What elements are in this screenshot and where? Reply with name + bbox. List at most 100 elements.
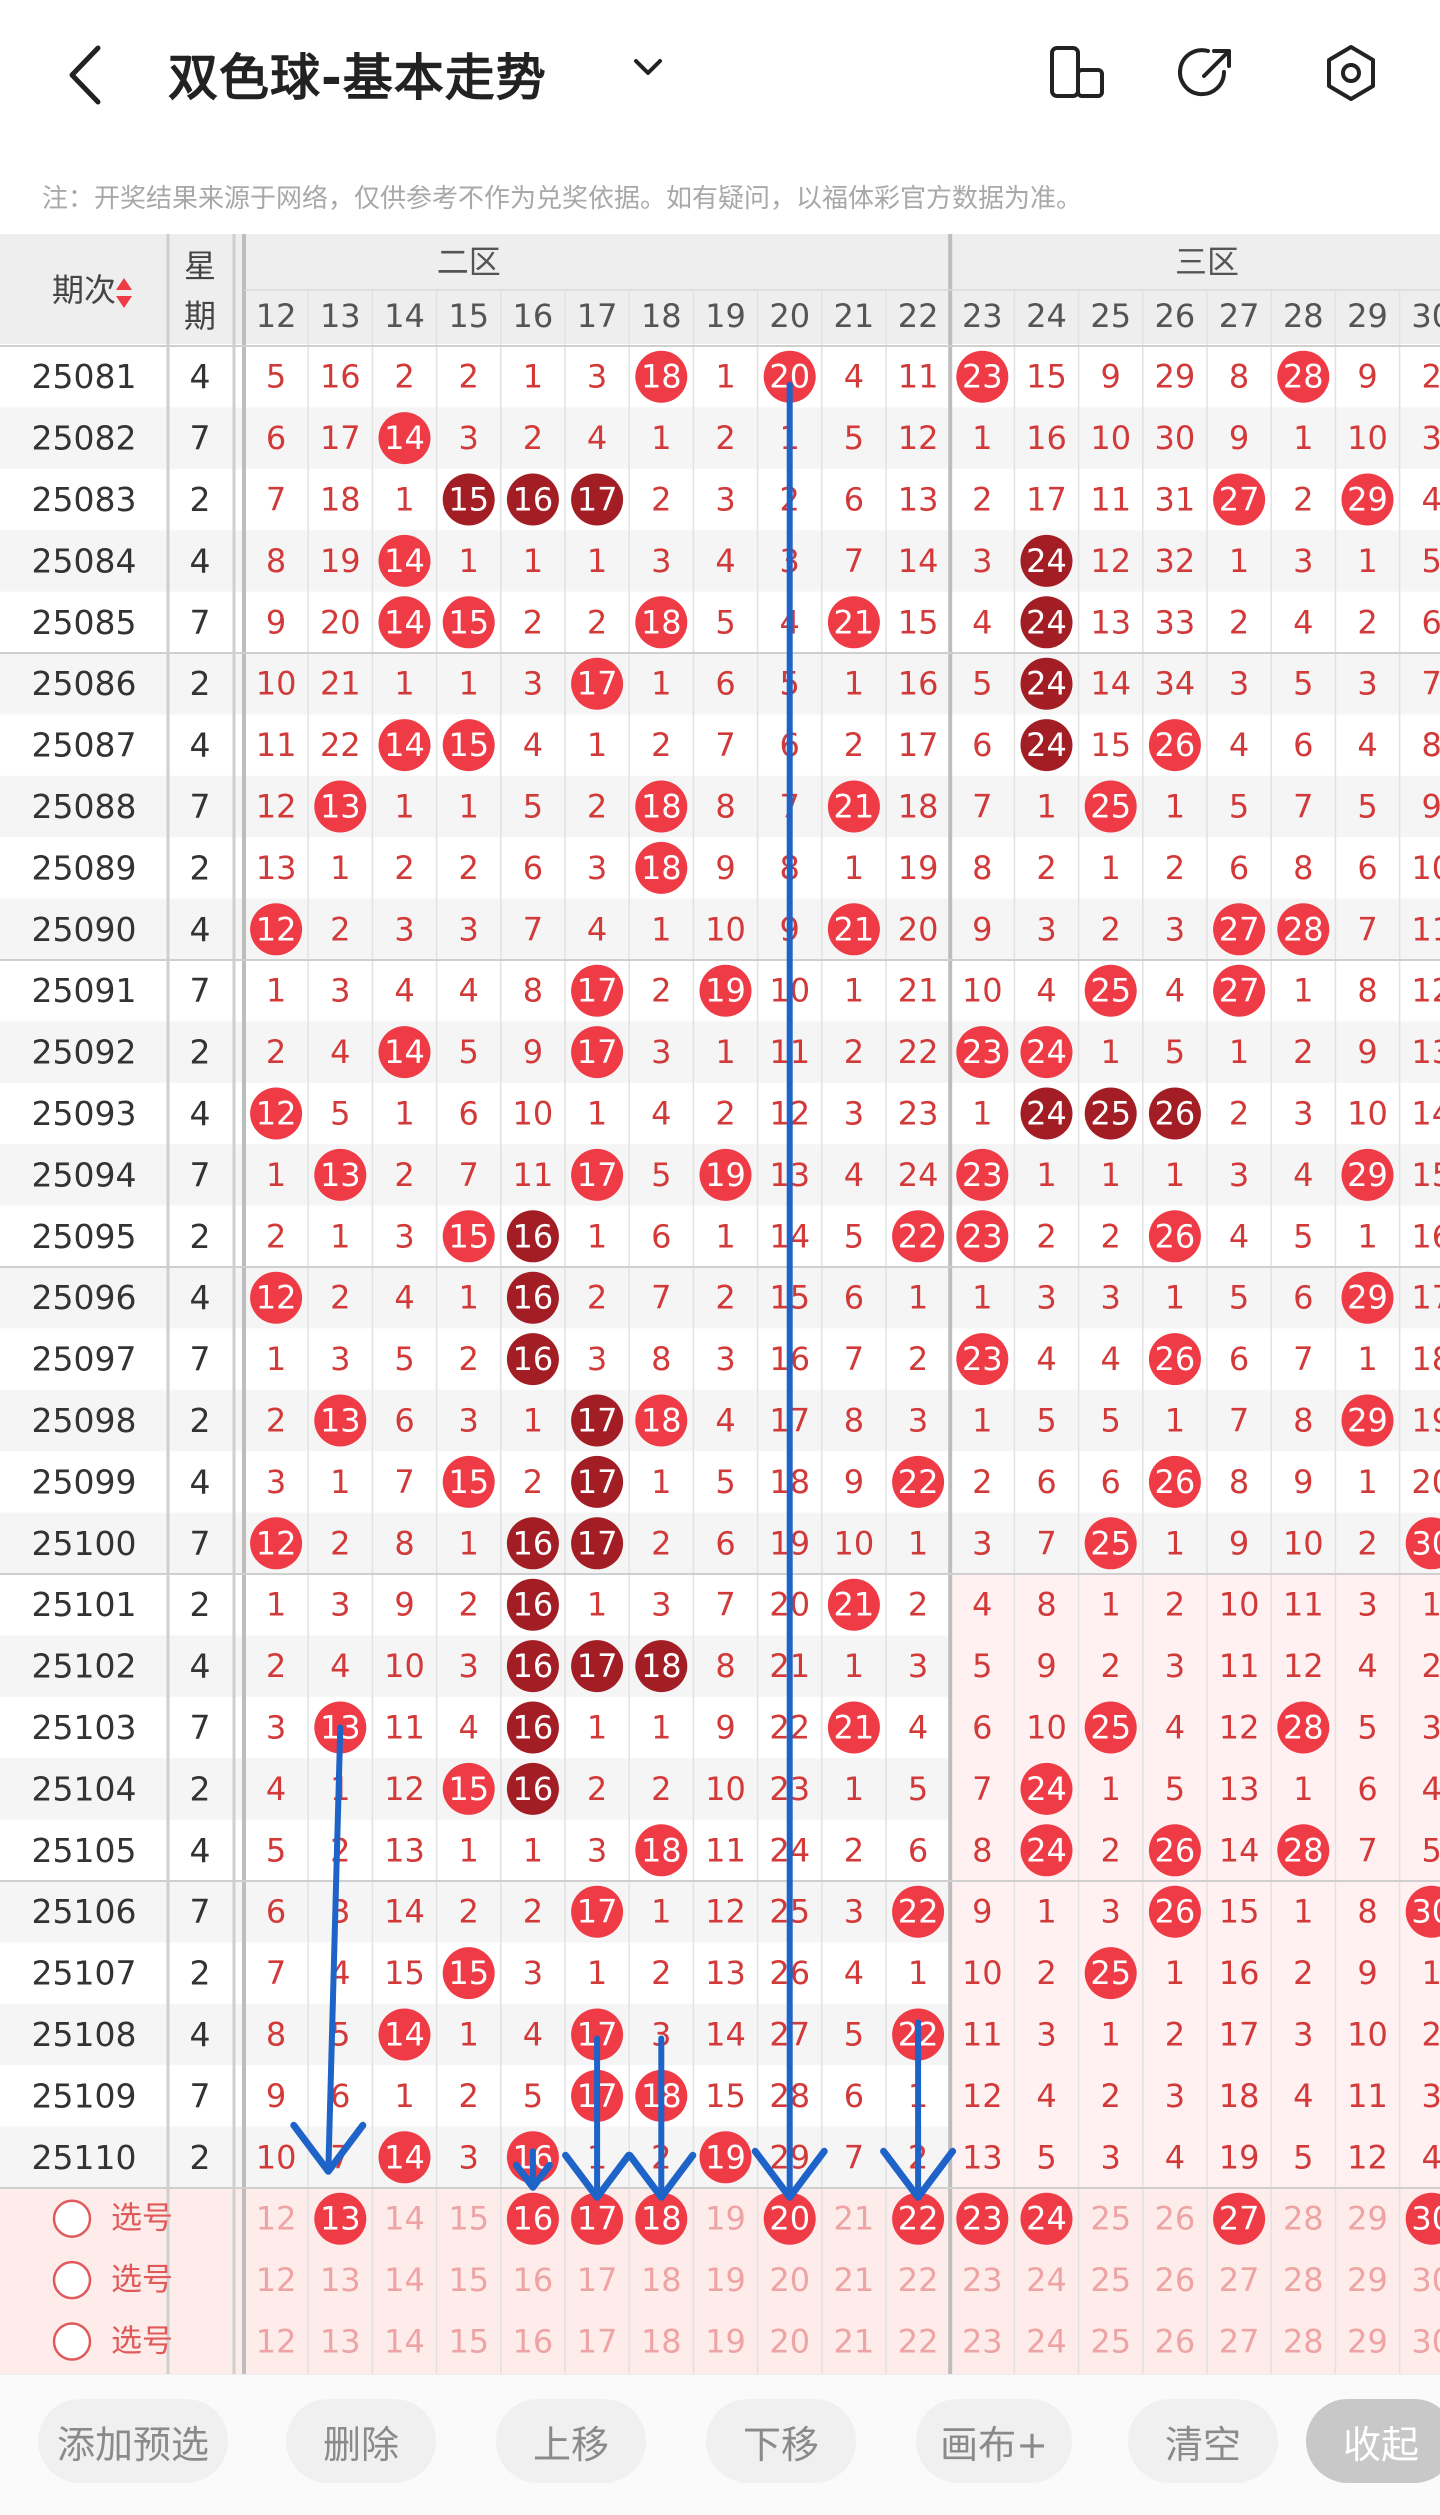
number-ball[interactable]	[1084, 780, 1137, 833]
canvas-add-button[interactable]: 画布+	[916, 2399, 1072, 2483]
number-ball[interactable]	[1148, 1333, 1201, 1386]
number-ball[interactable]	[1341, 1148, 1394, 1201]
number-ball[interactable]	[1084, 1947, 1137, 2000]
number-ball[interactable]	[1341, 473, 1394, 526]
number-ball[interactable]	[571, 1455, 624, 1508]
number-ball[interactable]	[571, 657, 624, 710]
number-ball[interactable]	[442, 1947, 495, 2000]
number-ball[interactable]	[1084, 964, 1137, 1017]
number-ball[interactable]	[699, 964, 752, 1017]
move-down-button[interactable]: 下移	[706, 2399, 856, 2483]
number-ball[interactable]	[1020, 1824, 1073, 1877]
number-ball[interactable]	[699, 1148, 752, 1201]
number-ball[interactable]	[378, 1026, 431, 1079]
number-ball[interactable]	[635, 596, 688, 649]
number-ball[interactable]	[442, 473, 495, 526]
number-ball[interactable]	[1020, 657, 1073, 710]
selected-ball[interactable]	[506, 2192, 559, 2245]
number-ball[interactable]	[892, 1885, 945, 1938]
number-ball[interactable]	[1148, 1087, 1201, 1140]
number-ball[interactable]	[506, 1517, 559, 1570]
clear-button[interactable]: 清空	[1128, 2399, 1278, 2483]
number-ball[interactable]	[1405, 1517, 1440, 1570]
number-ball[interactable]	[1405, 1885, 1440, 1938]
number-ball[interactable]	[571, 473, 624, 526]
number-ball[interactable]	[506, 1701, 559, 1754]
number-ball[interactable]	[506, 1762, 559, 1815]
number-ball[interactable]	[250, 1087, 303, 1140]
number-ball[interactable]	[956, 1148, 1009, 1201]
number-ball[interactable]	[1148, 1824, 1201, 1877]
number-ball[interactable]	[571, 1517, 624, 1570]
number-ball[interactable]	[1084, 1701, 1137, 1754]
number-ball[interactable]	[1020, 596, 1073, 649]
number-ball[interactable]	[506, 1271, 559, 1324]
number-ball[interactable]	[442, 719, 495, 772]
number-ball[interactable]	[378, 412, 431, 465]
number-ball[interactable]	[442, 1210, 495, 1263]
number-ball[interactable]	[956, 1333, 1009, 1386]
number-ball[interactable]	[1020, 534, 1073, 587]
number-ball[interactable]	[827, 1578, 880, 1631]
number-ball[interactable]	[892, 1455, 945, 1508]
rotate-screen-icon[interactable]	[1046, 42, 1108, 104]
number-ball[interactable]	[506, 1333, 559, 1386]
number-ball[interactable]	[506, 1640, 559, 1693]
select-radio[interactable]	[52, 2199, 92, 2238]
page-title[interactable]: 双色球-基本走势	[168, 49, 547, 107]
sort-down-icon[interactable]	[116, 296, 132, 308]
number-ball[interactable]	[1277, 903, 1330, 956]
number-ball[interactable]	[571, 1640, 624, 1693]
select-radio[interactable]	[52, 2260, 92, 2300]
selected-ball[interactable]	[892, 2192, 945, 2245]
number-ball[interactable]	[1020, 1026, 1073, 1079]
number-ball[interactable]	[442, 1455, 495, 1508]
number-ball[interactable]	[314, 780, 367, 833]
number-ball[interactable]	[1341, 1271, 1394, 1324]
selected-ball[interactable]	[571, 2192, 624, 2245]
collapse-button[interactable]: 收起	[1306, 2399, 1440, 2483]
select-radio[interactable]	[52, 2322, 92, 2361]
number-ball[interactable]	[506, 1578, 559, 1631]
number-ball[interactable]	[442, 596, 495, 649]
number-ball[interactable]	[571, 964, 624, 1017]
share-icon[interactable]	[1176, 42, 1238, 104]
number-ball[interactable]	[571, 1394, 624, 1447]
number-ball[interactable]	[1020, 1087, 1073, 1140]
selected-ball[interactable]	[635, 2192, 688, 2245]
number-ball[interactable]	[763, 350, 816, 403]
add-preselect-button[interactable]: 添加预选	[38, 2399, 228, 2483]
selected-ball[interactable]	[956, 2192, 1009, 2245]
number-ball[interactable]	[506, 473, 559, 526]
number-ball[interactable]	[378, 596, 431, 649]
number-ball[interactable]	[250, 1271, 303, 1324]
chevron-down-icon[interactable]	[628, 48, 668, 88]
number-ball[interactable]	[571, 1148, 624, 1201]
selected-ball[interactable]	[1405, 2192, 1440, 2245]
number-ball[interactable]	[1213, 473, 1266, 526]
back-icon[interactable]	[60, 40, 120, 110]
number-ball[interactable]	[1020, 1762, 1073, 1815]
number-ball[interactable]	[1084, 1517, 1137, 1570]
number-ball[interactable]	[635, 780, 688, 833]
number-ball[interactable]	[635, 1640, 688, 1693]
number-ball[interactable]	[1213, 964, 1266, 1017]
settings-icon[interactable]	[1320, 42, 1382, 104]
selected-ball[interactable]	[1020, 2192, 1073, 2245]
number-ball[interactable]	[1213, 903, 1266, 956]
number-ball[interactable]	[571, 2008, 624, 2061]
number-ball[interactable]	[314, 1148, 367, 1201]
number-ball[interactable]	[1084, 1087, 1137, 1140]
number-ball[interactable]	[1148, 719, 1201, 772]
number-ball[interactable]	[956, 1210, 1009, 1263]
number-ball[interactable]	[571, 1026, 624, 1079]
number-ball[interactable]	[827, 596, 880, 649]
number-ball[interactable]	[442, 1762, 495, 1815]
number-ball[interactable]	[506, 1210, 559, 1263]
number-ball[interactable]	[635, 350, 688, 403]
number-ball[interactable]	[378, 719, 431, 772]
number-ball[interactable]	[699, 2131, 752, 2184]
number-ball[interactable]	[1148, 1455, 1201, 1508]
number-ball[interactable]	[378, 2008, 431, 2061]
